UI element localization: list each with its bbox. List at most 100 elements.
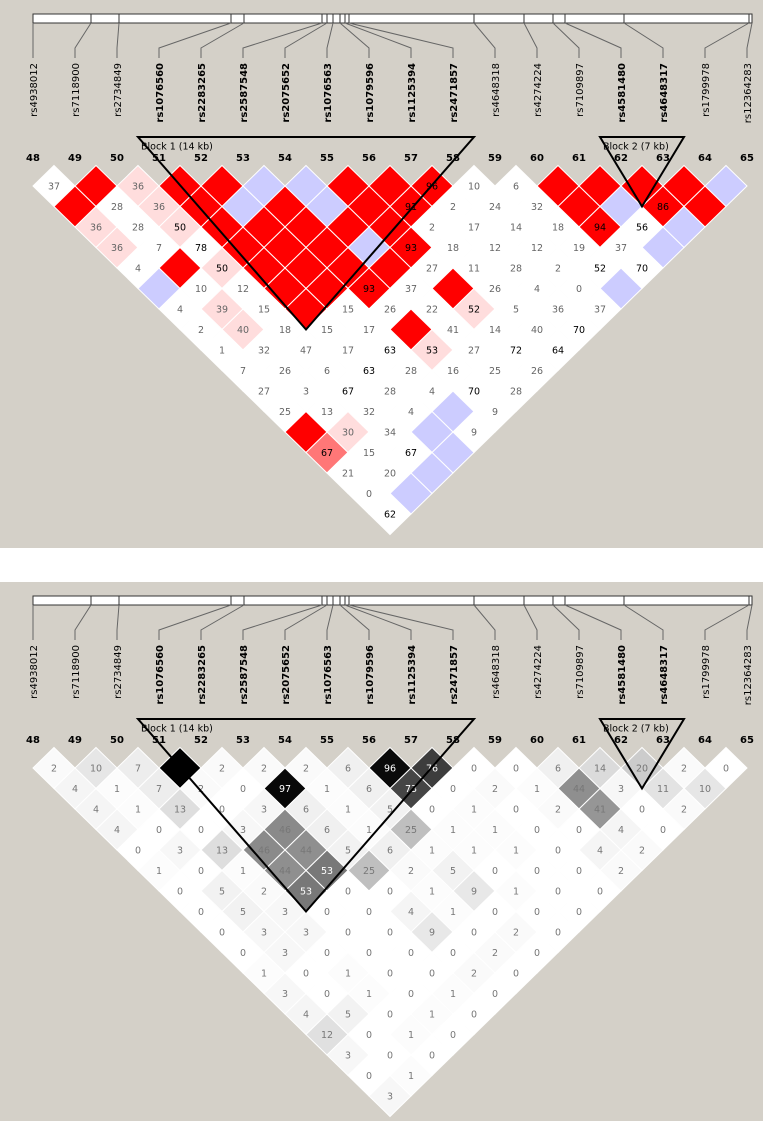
ld-value: 6 [324, 825, 330, 836]
marker-number: 58 [446, 153, 460, 164]
ld-value: 0 [513, 969, 519, 980]
ld-value: 0 [324, 907, 330, 918]
ld-value: 15 [342, 305, 354, 316]
ld-value: 34 [384, 428, 396, 439]
marker-name: rs1799978 [701, 645, 712, 699]
ld-value: 1 [345, 805, 351, 816]
marker-number: 56 [362, 735, 376, 746]
ld-cell [368, 492, 412, 536]
ld-value: 2 [408, 866, 414, 877]
ld-value: 7 [156, 243, 162, 254]
ld-value: 1 [219, 346, 225, 357]
marker-number: 54 [278, 735, 292, 746]
ld-value: 10 [699, 784, 711, 795]
marker-number: 57 [404, 735, 418, 746]
ld-value: 7 [156, 784, 162, 795]
ld-value: 62 [384, 510, 396, 521]
ld-value: 0 [450, 948, 456, 959]
track-bar [32, 595, 753, 606]
marker-connector [564, 22, 622, 58]
marker-number: 64 [698, 153, 712, 164]
ld-value: 10 [195, 284, 207, 295]
ld-value: 67 [342, 387, 354, 398]
ld-value: 0 [492, 907, 498, 918]
ld-value: 44 [573, 784, 585, 795]
marker-name: rs2075652 [281, 63, 292, 123]
ld-value: 0 [219, 805, 225, 816]
ld-value: 4 [135, 264, 141, 275]
ld-value: 28 [510, 387, 522, 398]
marker-number: 60 [530, 153, 544, 164]
block-label: Block 1 (14 kb) [141, 724, 213, 735]
marker-connector [116, 22, 120, 58]
ld-value: 5 [345, 846, 351, 857]
ld-value: 0 [198, 825, 204, 836]
ld-value: 1 [492, 825, 498, 836]
ld-value: 17 [468, 223, 480, 234]
ld-value: 7 [240, 366, 246, 377]
ld-value: 52 [594, 264, 606, 275]
marker-connector [746, 604, 753, 640]
ld-value: 14 [510, 223, 522, 234]
ld-value: 2 [450, 202, 456, 213]
ld-value: 26 [489, 284, 501, 295]
marker-number: 59 [488, 153, 502, 164]
ld-value: 1 [513, 887, 519, 898]
ld-value: 0 [450, 784, 456, 795]
ld-value: 36 [111, 243, 123, 254]
ld-value: 0 [198, 907, 204, 918]
ld-value: 11 [468, 264, 480, 275]
ld-value: 24 [489, 202, 501, 213]
marker-number: 48 [26, 735, 40, 746]
ld-value: 0 [366, 907, 372, 918]
ld-value: 0 [513, 764, 519, 775]
ld-value: 1 [450, 825, 456, 836]
ld-value: 0 [660, 825, 666, 836]
ld-value: 5 [219, 887, 225, 898]
marker-number: 50 [110, 153, 124, 164]
ld-value: 50 [216, 264, 228, 275]
ld-value: 36 [90, 223, 102, 234]
ld-value: 1 [366, 989, 372, 1000]
marker-number: 52 [194, 153, 208, 164]
marker-name: rs1076563 [323, 63, 334, 123]
ld-value: 32 [531, 202, 543, 213]
ld-value: 0 [387, 928, 393, 939]
ld-value: 4 [114, 825, 120, 836]
ld-value: 53 [321, 866, 333, 877]
ld-value: 17 [363, 325, 375, 336]
ld-value: 2 [198, 784, 204, 795]
ld-value: 53 [426, 346, 438, 357]
ld-value: 0 [324, 948, 330, 959]
ld-value: 1 [408, 1071, 414, 1082]
ld-value: 97 [279, 784, 291, 795]
ld-value: 0 [597, 887, 603, 898]
marker-number: 56 [362, 153, 376, 164]
ld-value: 36 [132, 182, 144, 193]
ld-value: 0 [198, 866, 204, 877]
ld-value: 2 [471, 969, 477, 980]
marker-number: 48 [26, 153, 40, 164]
ld-value: 0 [492, 866, 498, 877]
ld-value: 46 [258, 846, 270, 857]
ld-value: 0 [723, 764, 729, 775]
ld-value: 40 [531, 325, 543, 336]
ld-value: 5 [345, 1010, 351, 1021]
ld-value: 15 [258, 305, 270, 316]
ld-value: 63 [384, 346, 396, 357]
ld-value: 0 [576, 907, 582, 918]
marker-number: 61 [572, 153, 586, 164]
marker-name: rs2075652 [281, 645, 292, 705]
ld-value: 11 [657, 784, 669, 795]
ld-value: 20 [636, 764, 648, 775]
ld-value: 4 [93, 805, 99, 816]
ld-value: 0 [219, 928, 225, 939]
ld-value: 19 [573, 243, 585, 254]
marker-number: 49 [68, 153, 82, 164]
ld-value: 9 [471, 887, 477, 898]
marker-name: rs1079596 [365, 645, 376, 705]
ld-value: 72 [510, 346, 522, 357]
ld-value: 44 [279, 866, 291, 877]
ld-value: 2 [261, 764, 267, 775]
ld-value: 1 [135, 805, 141, 816]
